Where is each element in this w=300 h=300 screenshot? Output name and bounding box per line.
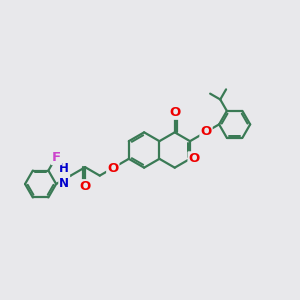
Text: O: O <box>169 106 180 119</box>
Text: O: O <box>107 162 118 175</box>
Text: O: O <box>200 125 211 138</box>
Text: O: O <box>80 180 91 193</box>
Text: H
N: H N <box>59 162 69 190</box>
Text: F: F <box>52 151 61 164</box>
Text: O: O <box>188 152 200 165</box>
